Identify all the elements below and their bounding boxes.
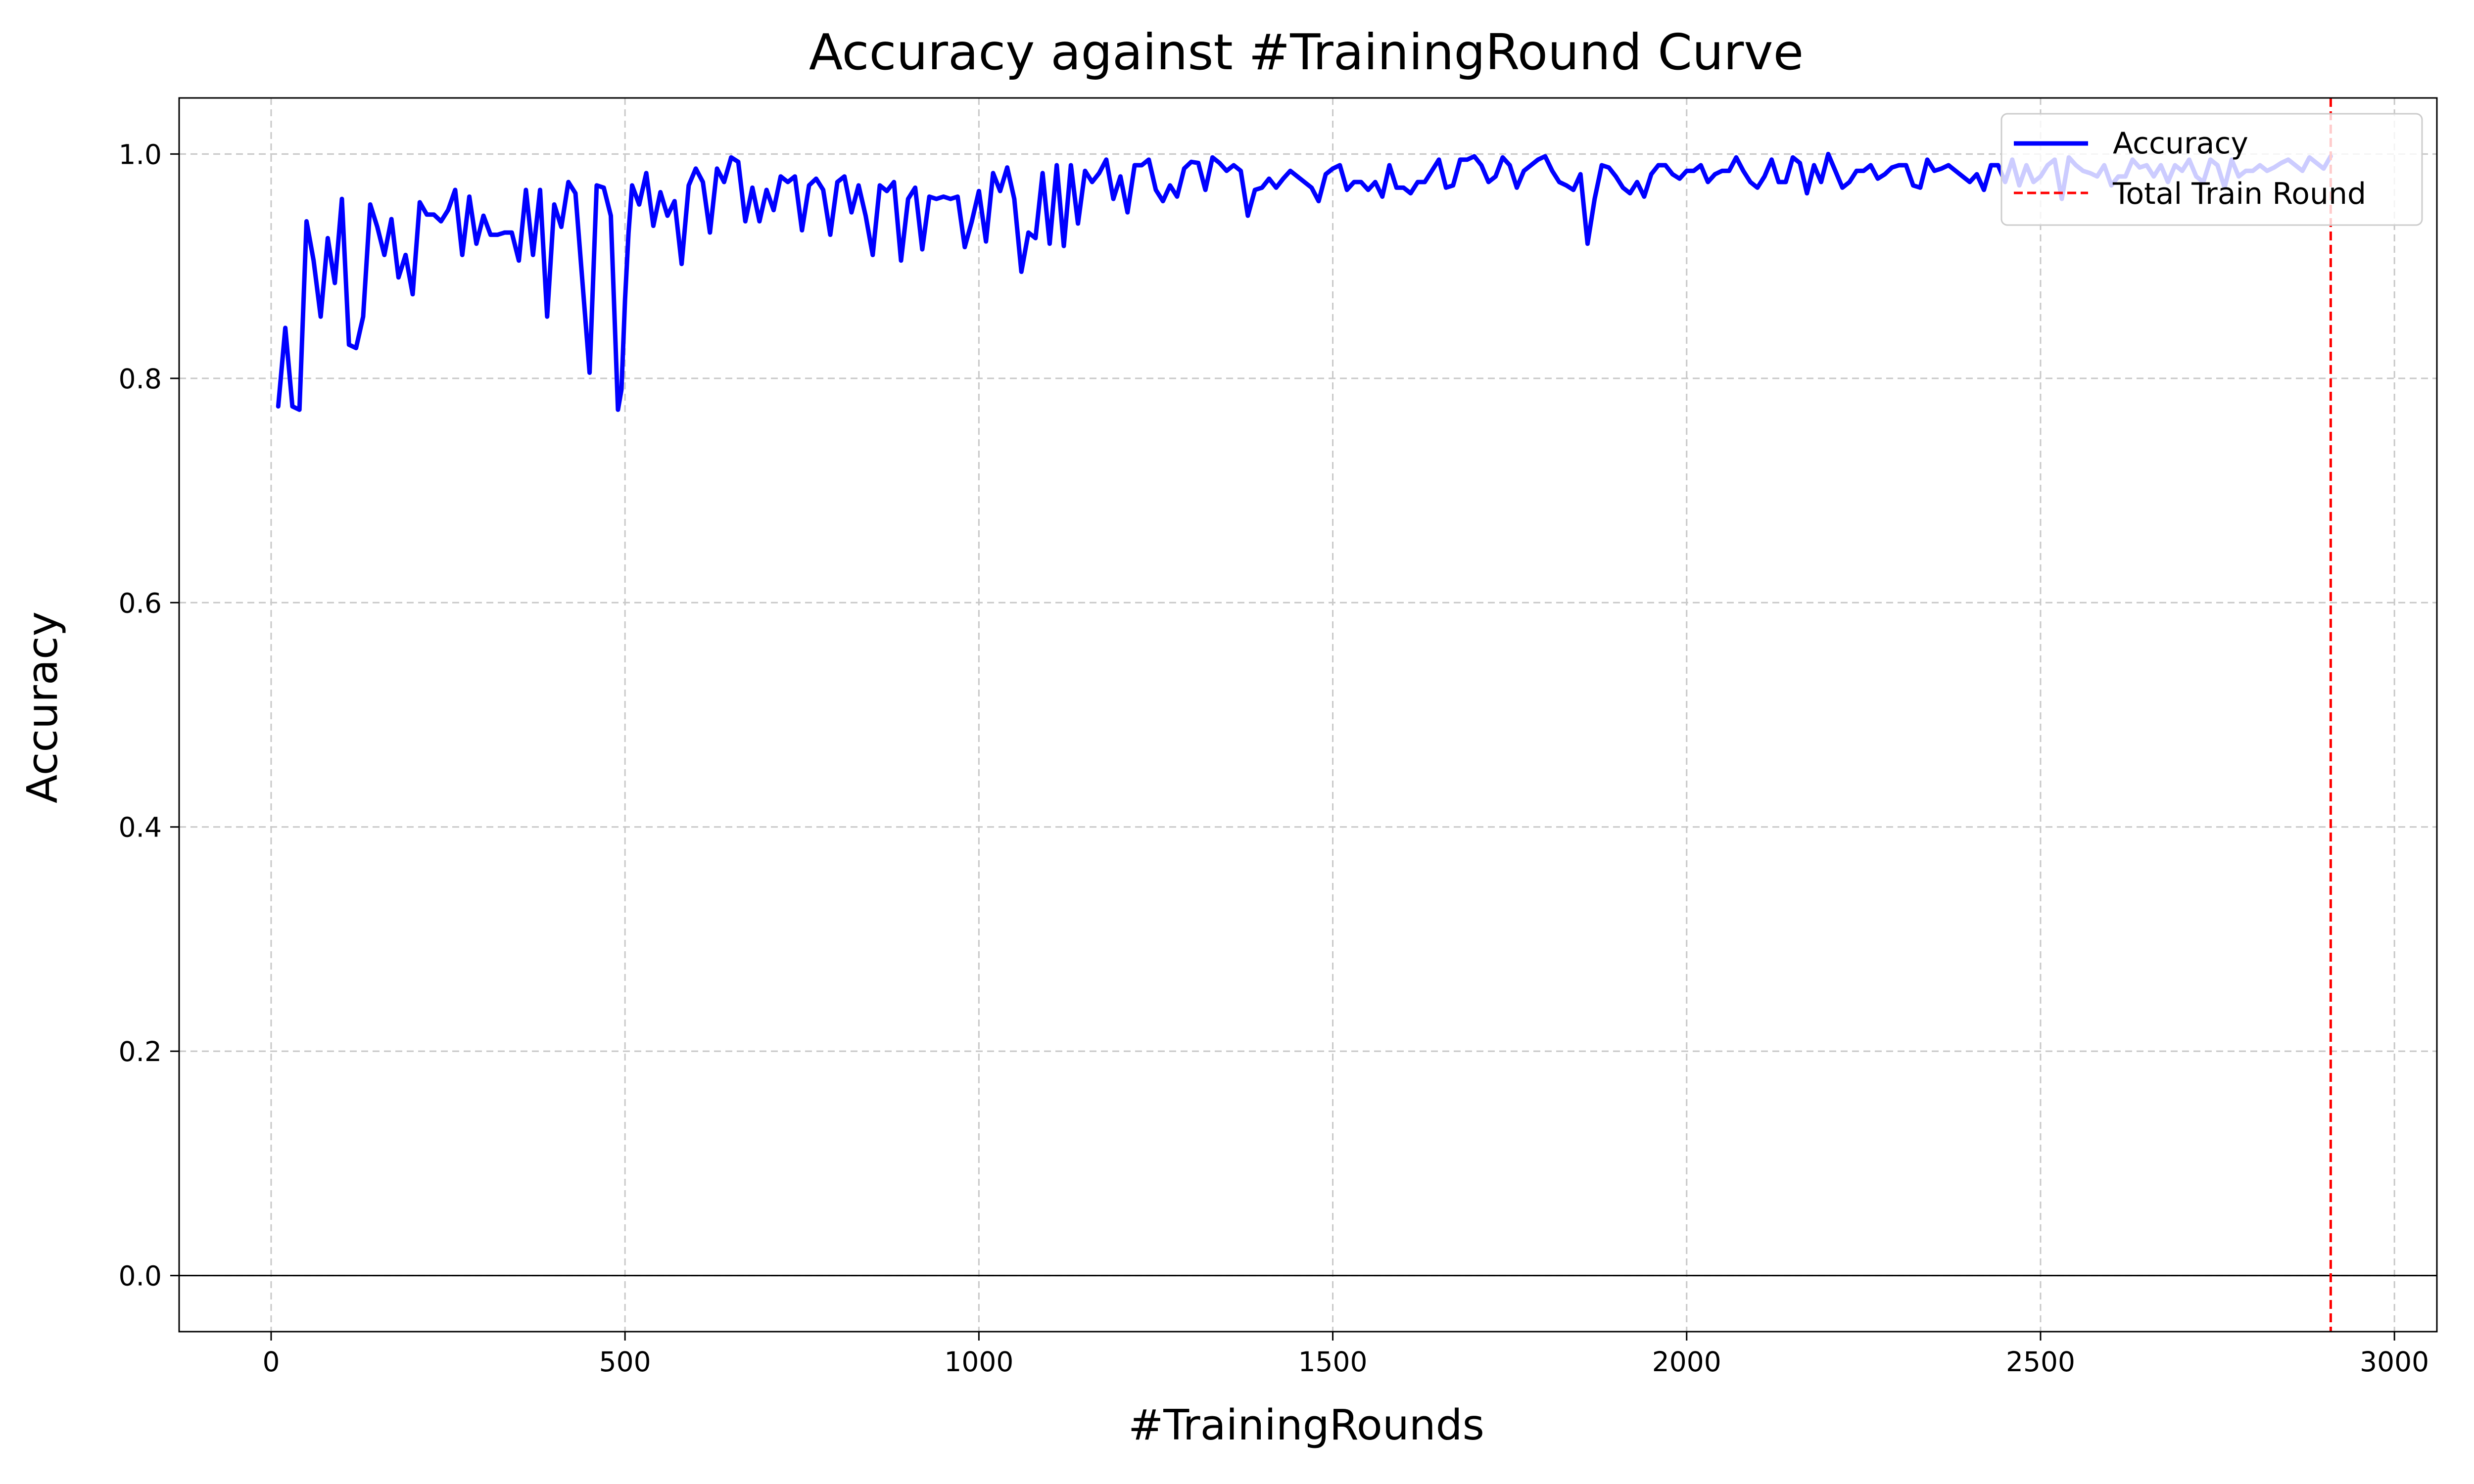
x-tick-label: 1500 — [1298, 1346, 1368, 1378]
x-axis-label: #TrainingRounds — [1128, 1401, 1484, 1450]
y-tick-label: 0.4 — [119, 812, 162, 843]
legend-total-train-round-label: Total Train Round — [2112, 177, 2366, 211]
x-tick-label: 1000 — [944, 1346, 1013, 1378]
x-tick-label: 2000 — [1652, 1346, 1721, 1378]
x-tick-label: 500 — [599, 1346, 651, 1378]
series-layer — [276, 98, 2333, 1332]
x-tick-label: 0 — [262, 1346, 280, 1378]
y-axis-label: Accuracy — [18, 611, 67, 803]
plot-frame — [178, 97, 2438, 1333]
x-tick-label: 3000 — [2360, 1346, 2429, 1378]
y-tick-label: 0.0 — [119, 1260, 162, 1292]
legend-box — [2000, 113, 2423, 226]
legend: Accuracy Total Train Round — [2000, 113, 2423, 226]
y-tick-label: 1.0 — [119, 139, 162, 170]
chart-title: Accuracy against #TrainingRound Curve — [809, 23, 1804, 81]
x-tick-label: 2500 — [2006, 1346, 2075, 1378]
y-tick-label: 0.8 — [119, 363, 162, 395]
legend-accuracy-label: Accuracy — [2113, 126, 2248, 161]
accuracy-line — [276, 151, 2333, 412]
ticks: 0 500 1000 1500 2000 2500 3000 0.0 0.2 0.4 0.6 0.8 1… — [119, 139, 2429, 1378]
y-tick-label: 0.6 — [119, 587, 162, 619]
y-tick-label: 0.2 — [119, 1036, 162, 1067]
